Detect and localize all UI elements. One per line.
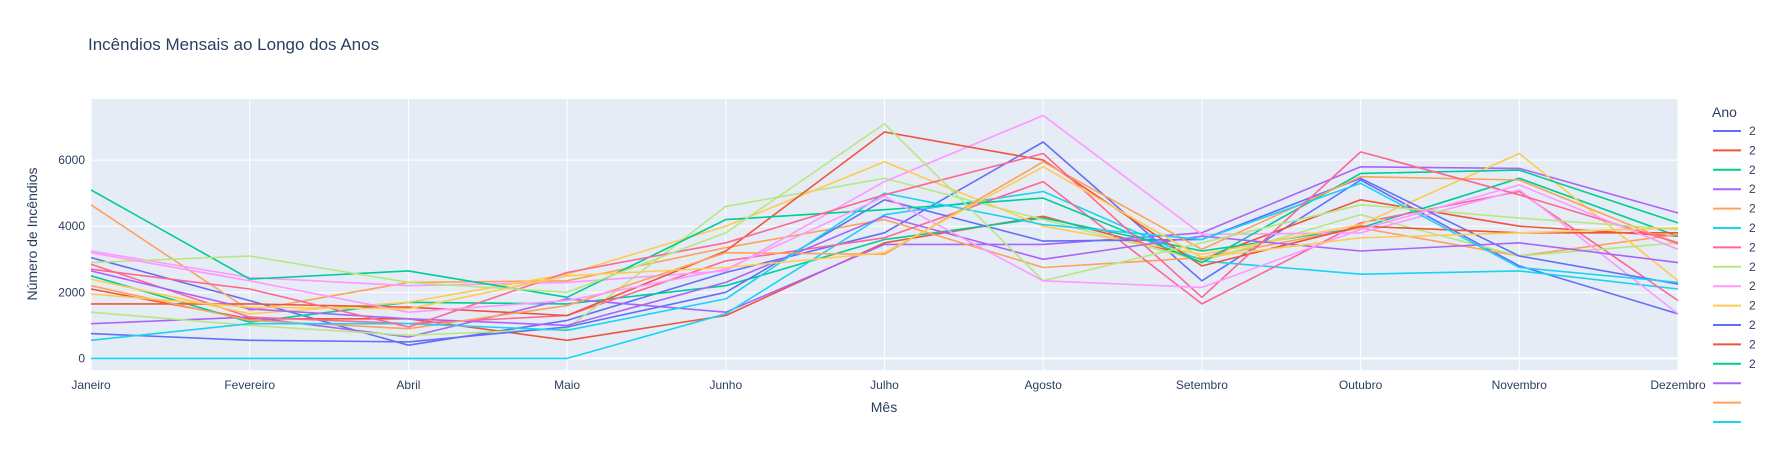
legend-label: 2: [1749, 221, 1756, 235]
series-line-18: [90, 184, 1679, 314]
legend-label: 2: [1749, 357, 1756, 371]
legend-item[interactable]: 2: [1713, 163, 1756, 177]
series-line-14: [90, 161, 1679, 330]
x-tick-label: Abril: [396, 378, 420, 392]
series-line-19: [90, 166, 1679, 310]
x-tick-label: Dezembro: [1650, 378, 1706, 392]
legend-item[interactable]: 2: [1713, 124, 1756, 138]
series-line-3: [90, 166, 1679, 338]
legend-label: 2: [1749, 299, 1756, 313]
x-tick-label: Novembro: [1492, 378, 1548, 392]
legend-label: 2: [1749, 240, 1756, 254]
series-line-17: [90, 123, 1679, 294]
legend-label: 2: [1749, 260, 1756, 274]
x-tick-label: Janeiro: [71, 378, 111, 392]
legend-item[interactable]: 2: [1713, 279, 1756, 293]
series-lines: [90, 114, 1679, 360]
legend-label: 2: [1749, 279, 1756, 293]
x-tick-label: Maio: [554, 378, 580, 392]
legend-item[interactable]: 2: [1713, 299, 1756, 313]
legend-label: 2: [1749, 182, 1756, 196]
legend-title: Ano: [1712, 104, 1737, 120]
x-tick-label: Julho: [870, 378, 899, 392]
x-axis-title: Mês: [871, 399, 897, 415]
legend-item[interactable]: 2: [1713, 143, 1756, 157]
y-axis-ticks: 0 2000 4000 6000: [58, 153, 85, 365]
legend-label: 2: [1749, 143, 1756, 157]
series-line-6: [90, 180, 1679, 325]
y-tick-label: 0: [78, 351, 85, 365]
y-axis-title: Número de Incêndios: [24, 167, 40, 300]
legend-label: 2: [1749, 202, 1756, 216]
legend-item[interactable]: 2: [1713, 182, 1756, 196]
y-tick-label: 2000: [58, 285, 85, 299]
x-tick-label: Outubro: [1339, 378, 1383, 392]
legend-item[interactable]: 2: [1713, 202, 1756, 216]
x-tick-label: Agosto: [1025, 378, 1063, 392]
series-line-5: [91, 190, 1679, 360]
series-line-16: [90, 151, 1679, 328]
series-line-10: [90, 177, 1679, 343]
chart-title: Incêndios Mensais ao Longo dos Anos: [88, 35, 379, 54]
legend-item[interactable]: 2: [1713, 240, 1756, 254]
y-tick-label: 6000: [58, 153, 85, 167]
y-tick-label: 4000: [58, 219, 85, 233]
legend-item[interactable]: 2: [1713, 357, 1756, 371]
legend-item[interactable]: 2: [1713, 221, 1756, 235]
x-tick-label: Junho: [709, 378, 742, 392]
legend: Ano 2 2 2 2 2 2 2 2 2 2 2 2 2: [1712, 104, 1756, 423]
series-line-4: [90, 204, 1679, 312]
x-tick-label: Fevereiro: [224, 378, 275, 392]
series-line-15: [90, 182, 1679, 342]
legend-item[interactable]: 2: [1713, 337, 1756, 351]
x-tick-label: Setembro: [1176, 378, 1228, 392]
legend-label: 2: [1749, 318, 1756, 332]
legend-label: 2: [1749, 163, 1756, 177]
x-axis-ticks: Janeiro Fevereiro Abril Maio Junho Julho Agost…: [71, 378, 1706, 392]
series-line-8: [90, 114, 1679, 315]
series-line-13: [90, 215, 1679, 327]
legend-label: 2: [1749, 337, 1756, 351]
legend-item[interactable]: 2: [1713, 318, 1756, 332]
series-line-11: [91, 131, 1678, 317]
legend-label: 2: [1749, 124, 1756, 138]
legend-item[interactable]: 2: [1713, 260, 1756, 274]
